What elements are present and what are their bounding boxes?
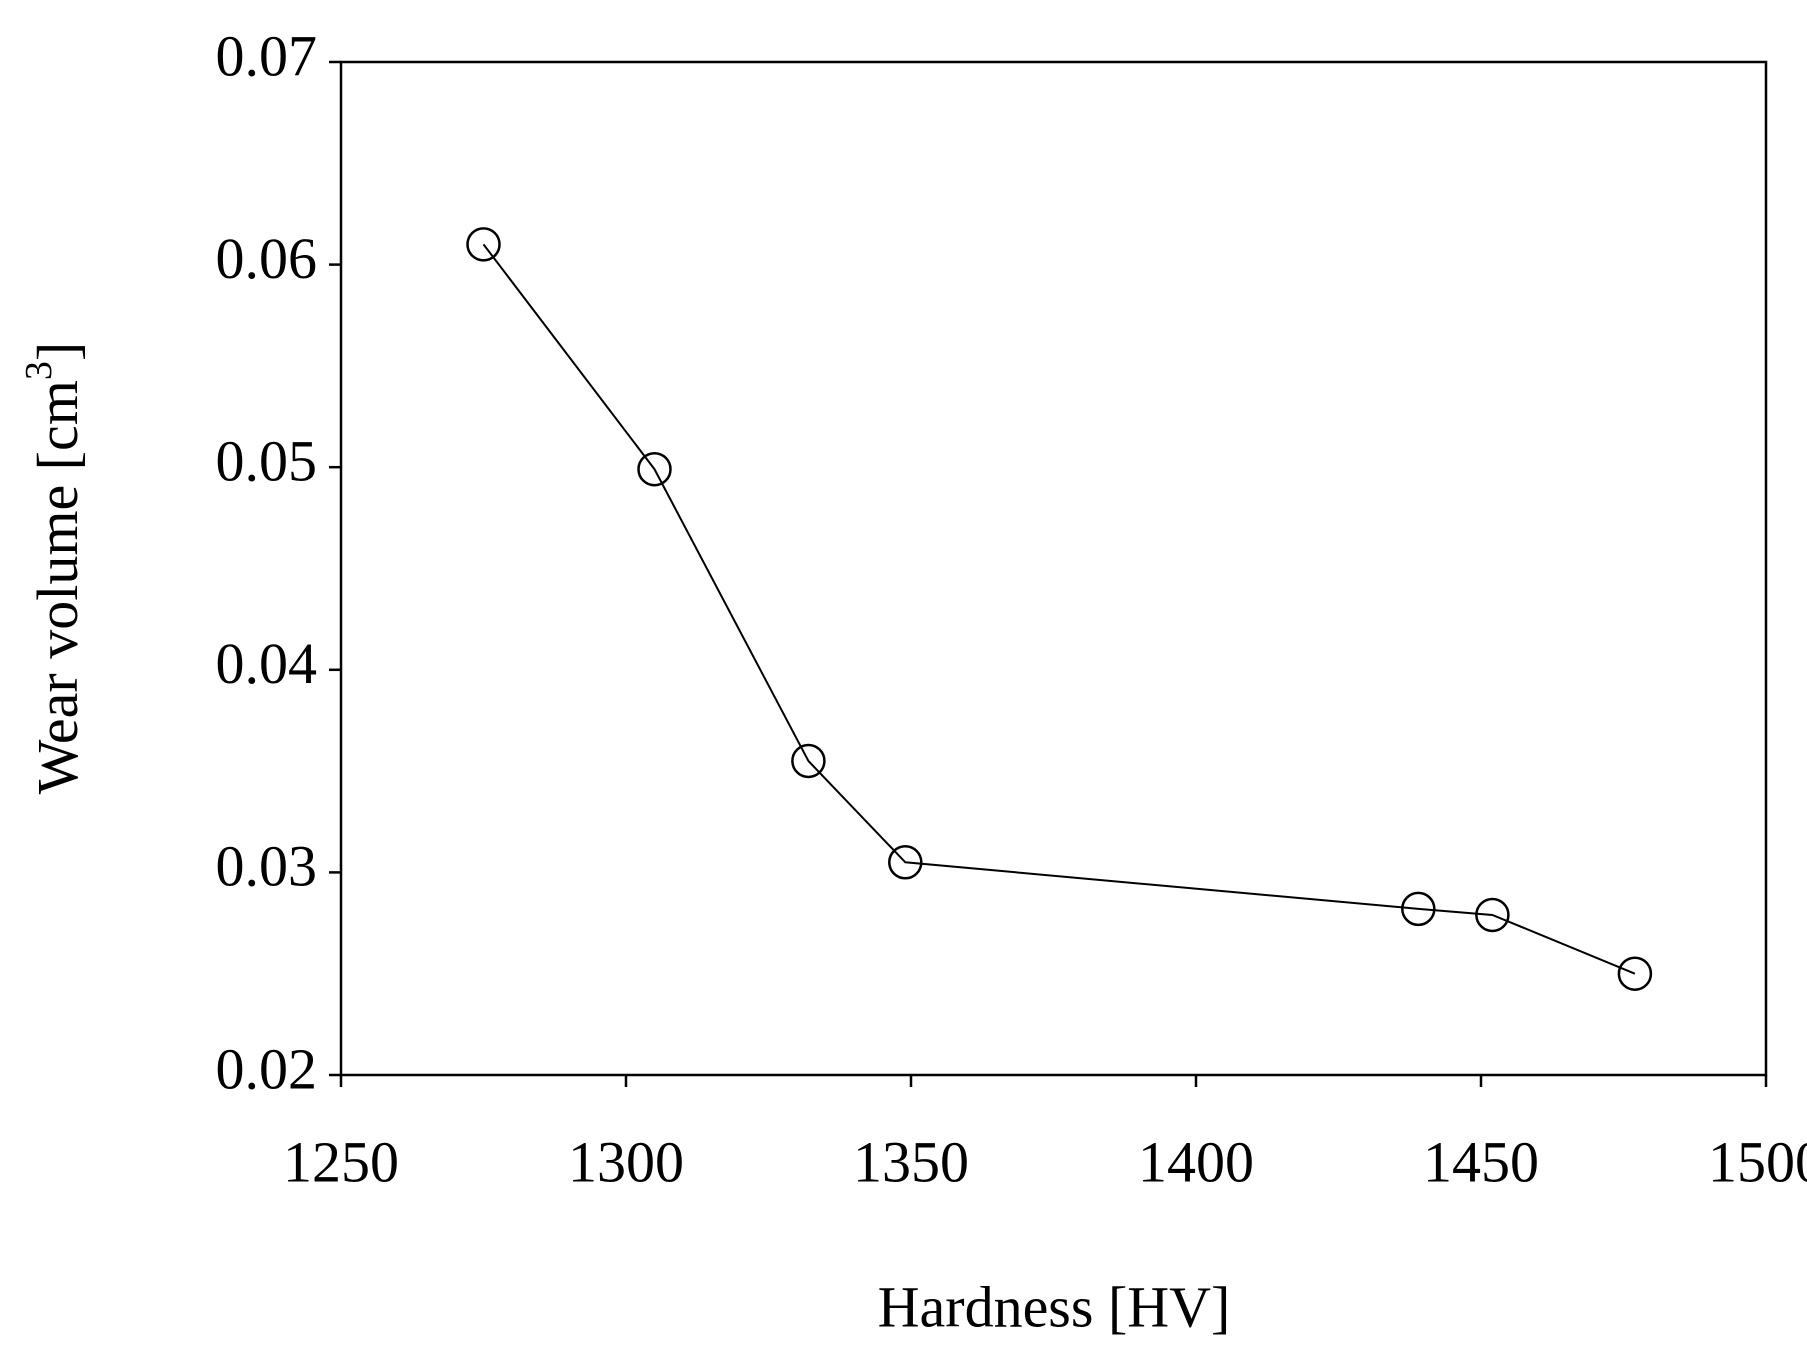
x-tick-label: 1500: [1708, 1129, 1807, 1194]
x-tick-label: 1400: [1138, 1129, 1254, 1194]
y-tick-label: 0.06: [216, 226, 318, 291]
data-point: [1617, 956, 1653, 991]
data-point: [1475, 897, 1510, 933]
data-point: [888, 845, 923, 880]
x-tick-label: 1450: [1423, 1129, 1539, 1194]
data-point: [1401, 891, 1436, 927]
plot-frame: [339, 60, 1768, 1077]
y-axis-label-superscript: 3: [18, 361, 60, 380]
y-axis-label-suffix: ]: [25, 342, 90, 361]
x-tick-label: 1250: [283, 1129, 399, 1194]
y-tick-label: 0.05: [216, 429, 318, 494]
data-point: [466, 227, 501, 262]
y-axis-label-text: Wear volume [cm: [25, 380, 90, 794]
y-tick-label: 0.02: [216, 1036, 318, 1101]
x-tick-label: 1350: [853, 1129, 969, 1194]
y-tick-label: 0.04: [216, 631, 318, 696]
x-tick-label: 1300: [568, 1129, 684, 1194]
data-point: [637, 451, 672, 487]
data-point: [791, 743, 826, 779]
y-tick-label: 0.03: [216, 834, 318, 899]
x-axis-label: Hardness [HV]: [878, 1274, 1231, 1339]
data-line: [482, 243, 1636, 975]
y-tick-label: 0.07: [216, 23, 318, 88]
y-axis-label: Wear volume [cm3]: [18, 342, 91, 794]
